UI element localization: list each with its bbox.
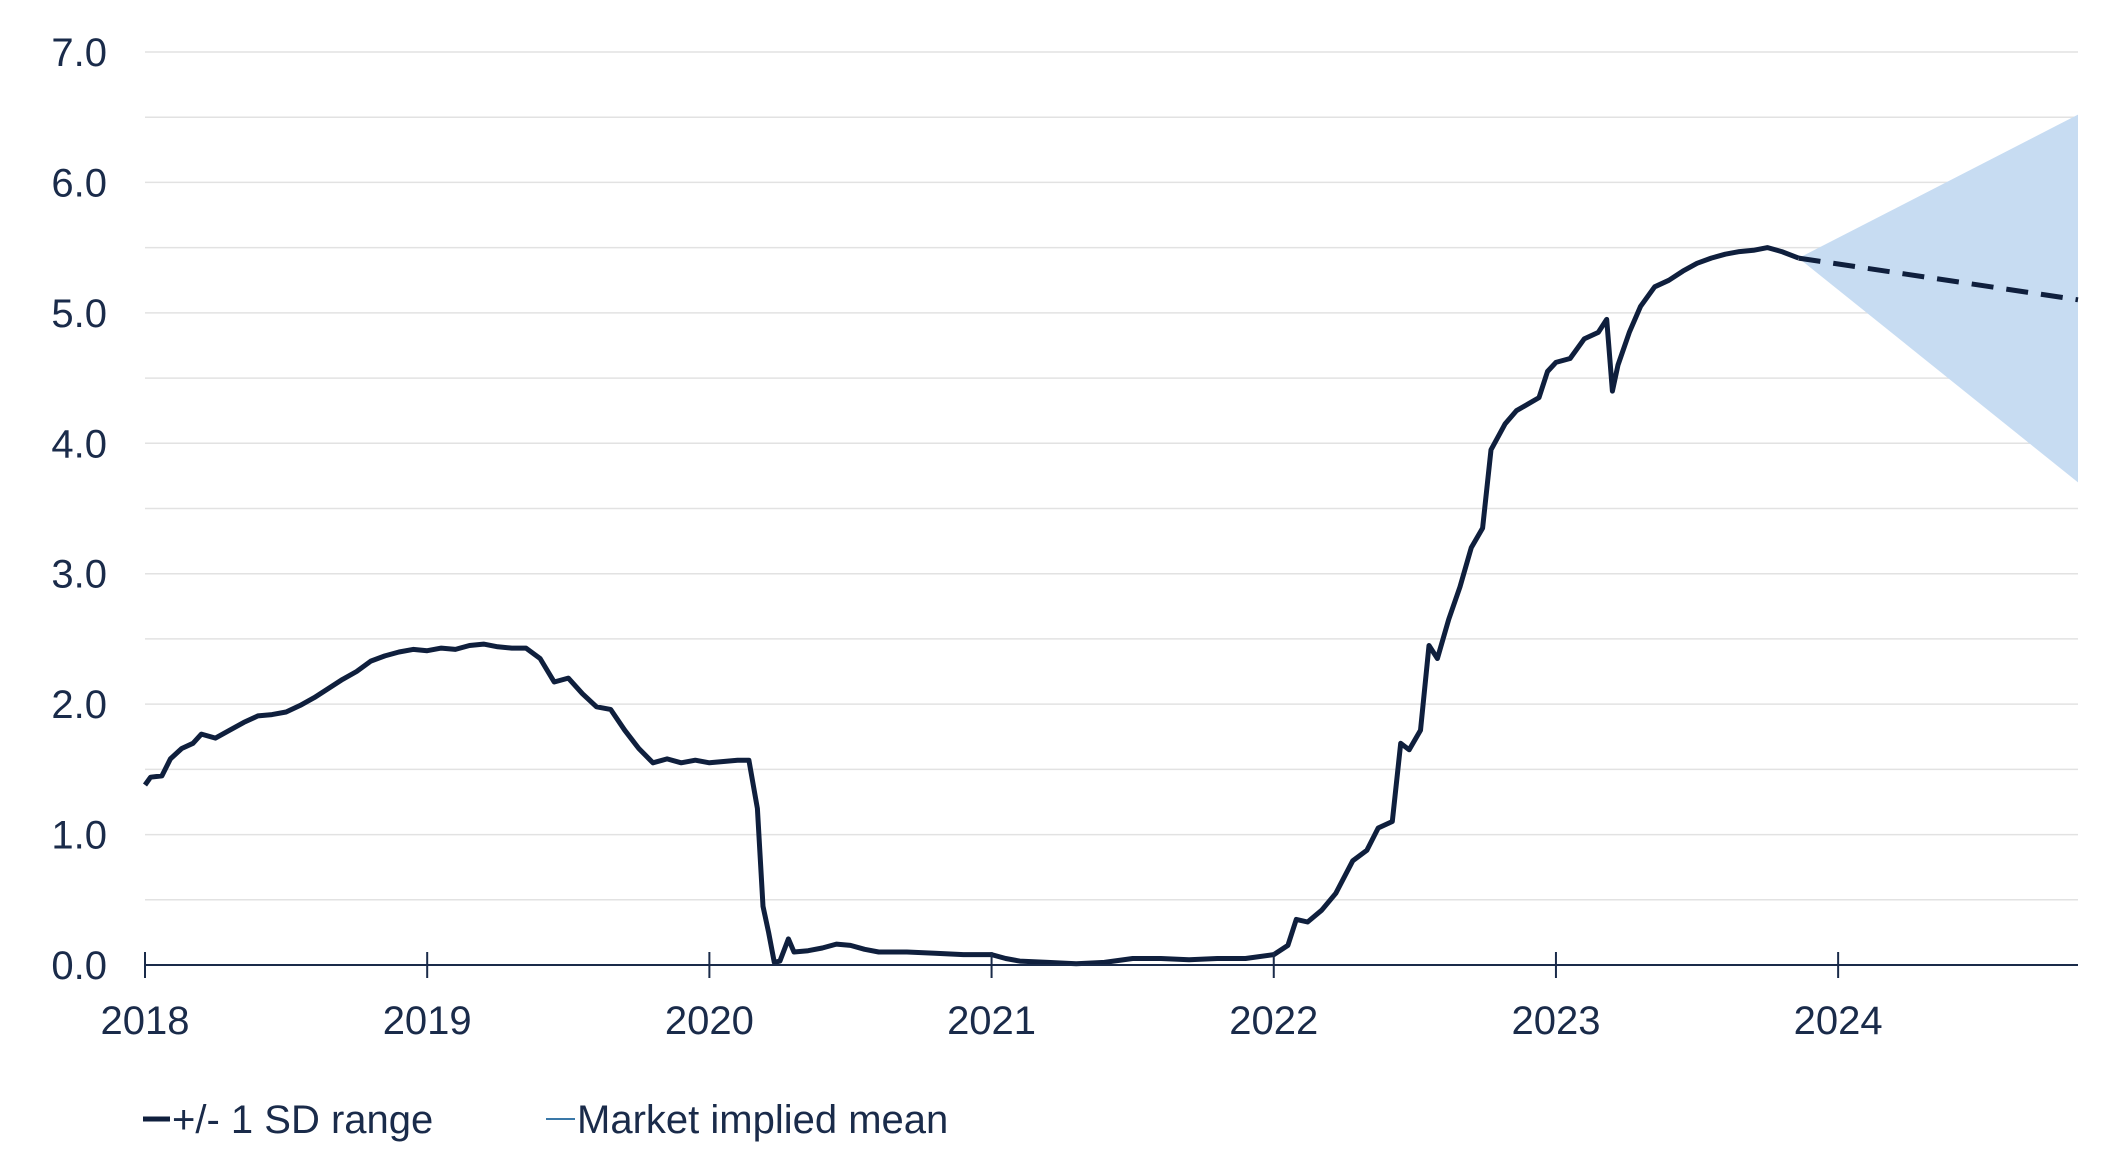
legend: +/- 1 SD range Market implied mean: [143, 1098, 948, 1142]
legend-label-market-implied-mean: Market implied mean: [577, 1098, 948, 1142]
x-tick-label-2020: 2020: [665, 999, 754, 1043]
y-tick-label-5-0: 5.0: [51, 292, 107, 336]
legend-label-sd-range: +/- 1 SD range: [172, 1098, 433, 1142]
x-tick-label-2021: 2021: [947, 999, 1036, 1043]
y-tick-label-6-0: 6.0: [51, 161, 107, 205]
forecast-band-layer: [1798, 114, 2078, 483]
x-tick-label-2022: 2022: [1229, 999, 1318, 1043]
forecast-sd-band: [1798, 114, 2078, 483]
y-tick-label-7-0: 7.0: [51, 31, 107, 75]
x-axis-tick-labels: 2018 2019 2020 2021 2022 2023 2024: [101, 999, 1883, 1043]
y-axis-tick-labels: 0.0 1.0 2.0 3.0 4.0 5.0 6.0 7.0: [51, 31, 107, 988]
series-line-forecast-mean: [1798, 255, 2079, 303]
x-tick-label-2018: 2018: [101, 999, 190, 1043]
grid-lines: [145, 51, 2078, 901]
x-tick-label-2019: 2019: [383, 999, 472, 1043]
series-layer: [142, 245, 2079, 967]
y-tick-label-1-0: 1.0: [51, 814, 107, 858]
x-tick-label-2024: 2024: [1794, 999, 1883, 1043]
y-tick-label-2-0: 2.0: [51, 683, 107, 727]
y-tick-label-3-0: 3.0: [51, 553, 107, 597]
x-tick-label-2023: 2023: [1511, 999, 1600, 1043]
y-tick-label-0-0: 0.0: [51, 944, 107, 988]
series-line-market-implied-mean: [142, 245, 1800, 967]
axes: [144, 952, 2078, 978]
y-tick-label-4-0: 4.0: [51, 422, 107, 466]
